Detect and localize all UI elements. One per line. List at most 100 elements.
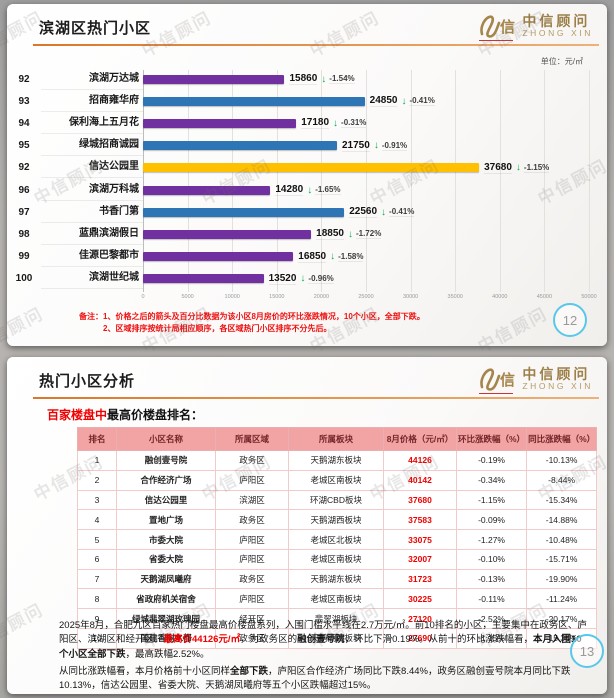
down-arrow-icon: ↓ bbox=[330, 251, 336, 263]
gridline bbox=[187, 70, 189, 292]
chart-gridlines bbox=[143, 70, 590, 292]
chart-row: 92 滨湖万达城 15860 ↓ -1.54% bbox=[7, 68, 589, 90]
chart-row-name: 蓝鼎滨湖假日 bbox=[41, 224, 143, 245]
chart-bar bbox=[143, 118, 297, 128]
gridline bbox=[143, 70, 144, 292]
chart-row-track: 13520 ↓ -0.96% bbox=[143, 268, 589, 290]
slide-binhu-hot-communities: 滨湖区热门小区 信 中信顾问 ZHONG XIN 单位：元/㎡ 92 滨湖万达城 1… bbox=[7, 4, 607, 346]
cell-district: 政务区 bbox=[215, 450, 289, 471]
cell-price: 27690 bbox=[383, 628, 457, 649]
cell-rank: 3 bbox=[77, 489, 117, 511]
analysis-segment: 2025年8月，合肥九区百家热门楼盘最高价楼盘系列，入围门槛水平线在2.7万元/… bbox=[59, 620, 587, 646]
chart-row-track: 18850 ↓ -1.72% bbox=[143, 223, 589, 245]
cell-district: 滨湖区 bbox=[215, 489, 289, 511]
cell-mom-change: -1.15% bbox=[455, 489, 528, 511]
cell-price: 32007 bbox=[383, 548, 457, 570]
gridline bbox=[366, 70, 367, 292]
chart-row-name: 滨湖万达城 bbox=[41, 69, 143, 90]
chart-bar-value: 15860 bbox=[289, 73, 318, 86]
table-row: 8 省政府机关宿舍 庐阳区 老城区南板块 30225 -0.11% -11.24% bbox=[77, 588, 598, 610]
gridline bbox=[410, 70, 412, 292]
table-row: 2 合作经济广场 庐阳区 老城区南板块 40142 -0.34% -8.44% bbox=[77, 469, 598, 491]
chart-row-rank: 98 bbox=[18, 228, 30, 240]
analysis-segment: 全部下跌 bbox=[230, 665, 269, 677]
chart-bar bbox=[143, 163, 480, 173]
down-arrow-icon: ↓ bbox=[347, 228, 353, 240]
x-axis-tick: 40000 bbox=[492, 294, 508, 300]
analysis-segment: ，最高跌幅2.52%。 bbox=[125, 648, 210, 660]
page-title: 滨湖区热门小区 bbox=[39, 20, 152, 37]
x-axis-tick: 25000 bbox=[358, 294, 374, 300]
chart-row: 100 滨湖世纪城 13520 ↓ -0.96% bbox=[7, 268, 589, 290]
chart-bar-change: -0.41% bbox=[389, 207, 415, 218]
table-header-cell: 所属板块 bbox=[288, 427, 384, 451]
chart-bar-value: 24850 bbox=[369, 95, 398, 108]
chart-bar-change: -0.31% bbox=[341, 118, 367, 129]
cell-district: 政务区 bbox=[215, 568, 289, 590]
cell-mom-change: -0.11% bbox=[455, 588, 528, 610]
chart-bar bbox=[143, 229, 312, 239]
gridline bbox=[276, 70, 278, 292]
chart-bar-change: -1.65% bbox=[315, 185, 341, 196]
chart-row: 93 招商雍华府 24850 ↓ -0.41% bbox=[7, 90, 589, 112]
cell-yoy-change: -20.17% bbox=[526, 608, 598, 630]
down-arrow-icon: ↓ bbox=[381, 206, 387, 218]
cell-price: 37583 bbox=[383, 509, 457, 531]
brand-name-cn: 中信顾问 bbox=[522, 365, 591, 382]
chart-bar-value: 21750 bbox=[342, 139, 370, 152]
cell-mom-change: -1.27% bbox=[455, 529, 528, 550]
cell-price: 40142 bbox=[383, 469, 457, 491]
chart-row-rank: 94 bbox=[18, 117, 30, 129]
brand-name-en: ZHONG XIN bbox=[522, 28, 593, 39]
table-subtitle: 百家楼盘中最高价楼盘排名： bbox=[47, 406, 203, 423]
cell-section: 老城区南板块 bbox=[288, 469, 384, 491]
page-number-badge: 13 bbox=[570, 634, 604, 668]
analysis-segment: ，为政务区的 bbox=[240, 634, 298, 646]
analysis-paragraph: 从同比涨跌幅看，本月价格前十小区同样全部下跌，庐阳区合作经济广场同比下跌8.44… bbox=[59, 665, 591, 694]
cell-section: 天鹅湖西板块 bbox=[288, 628, 384, 649]
chart-footnotes: 备注： 1、价格之后的箭头及百分比数据为该小区8月房价的环比涨跌情况，10个小区… bbox=[79, 311, 425, 336]
x-axis-tick: 45000 bbox=[536, 294, 553, 300]
brand-name-en: ZHONG XIN bbox=[522, 381, 593, 392]
cell-rank: 8 bbox=[77, 588, 117, 610]
cell-yoy-change: -19.90% bbox=[526, 568, 598, 590]
cell-price: 44126 bbox=[383, 450, 457, 471]
chart-bar-value: 16850 bbox=[298, 250, 327, 263]
down-arrow-icon: ↓ bbox=[373, 140, 379, 152]
bar-chart: 92 滨湖万达城 15860 ↓ -1.54% 93 招商雍华府 24850 ↓ -0.41% 94… bbox=[7, 68, 607, 304]
chart-bar-value: 17180 bbox=[301, 117, 330, 130]
chart-bar bbox=[143, 74, 285, 84]
chart-bar bbox=[143, 141, 337, 151]
cell-rank: 2 bbox=[77, 469, 117, 491]
x-axis-tick: 35000 bbox=[447, 294, 463, 300]
chart-row-rank: 92 bbox=[18, 73, 30, 85]
cell-mom-change: -0.09% bbox=[455, 509, 528, 531]
table-header-cell: 所属区域 bbox=[215, 427, 289, 451]
chart-bar-value: 22560 bbox=[349, 206, 378, 219]
table-row: 4 置地广场 政务区 天鹅湖西板块 37583 -0.09% -14.88% bbox=[77, 509, 598, 531]
chart-x-axis: 0 5000 10000 15000 20000 25000 30000 35000 40000… bbox=[141, 294, 596, 304]
header-accent-line bbox=[33, 44, 599, 46]
x-axis-tick: 30000 bbox=[402, 294, 419, 300]
analysis-paragraph: 2025年8月，合肥九区百家热门楼盘最高价楼盘系列，入围门槛水平线在2.7万元/… bbox=[59, 619, 591, 662]
cell-yoy-change: -15.71% bbox=[526, 548, 598, 570]
chart-row: 95 绿城招商诚园 21750 ↓ -0.91% bbox=[7, 135, 589, 157]
cell-rank: 1 bbox=[77, 450, 117, 471]
cell-price: 30225 bbox=[383, 588, 457, 610]
cell-section: 老城区北板块 bbox=[288, 529, 384, 550]
chart-bar bbox=[143, 96, 365, 106]
chart-bar-change: -1.72% bbox=[355, 229, 382, 240]
header-accent-line bbox=[33, 397, 599, 399]
cell-community-name: 国建香榭水都 bbox=[116, 628, 216, 649]
cell-yoy-change: -15.34% bbox=[526, 489, 598, 511]
gridline bbox=[232, 70, 234, 292]
table-row: 5 市委大院 庐阳区 老城区北板块 33075 -1.27% -10.48% bbox=[77, 529, 598, 550]
cell-district: 庐阳区 bbox=[215, 548, 289, 570]
logo-underline bbox=[479, 393, 514, 394]
logo-underline bbox=[479, 40, 514, 41]
chart-row-rank: 100 bbox=[15, 273, 33, 285]
cell-section: 天鹅湖东板块 bbox=[288, 568, 384, 590]
table-row: 1 融创壹号院 政务区 天鹅湖东板块 44126 -0.19% -10.13% bbox=[77, 450, 598, 471]
chart-bar-change: -0.91% bbox=[381, 140, 408, 151]
chart-row-track: 15860 ↓ -1.54% bbox=[143, 68, 589, 90]
